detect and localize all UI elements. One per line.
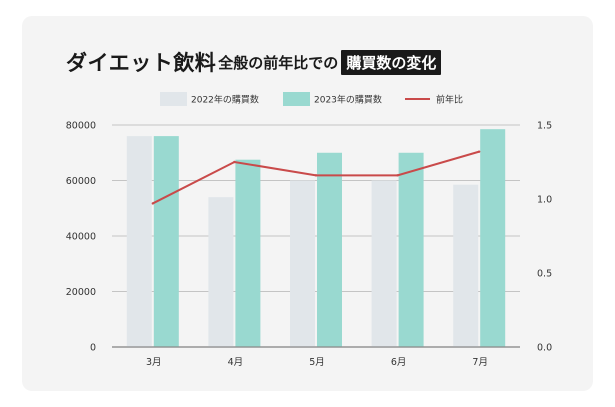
bar-2023 — [398, 152, 424, 347]
bar-2023 — [480, 129, 506, 347]
series-line-yoy — [152, 150, 480, 205]
line-point — [314, 174, 318, 177]
bar-2022 — [371, 180, 397, 347]
x-tick-label: 3月 — [146, 357, 162, 368]
x-tick-label: 5月 — [309, 357, 325, 368]
x-tick-label: 6月 — [391, 357, 407, 368]
y-left-tick-label: 40000 — [66, 232, 96, 243]
legend-2022-swatch — [160, 92, 187, 106]
y-right-tick-label: 1.0 — [537, 195, 552, 206]
y-left-tick-label: 0 — [90, 343, 96, 354]
legend-2023-swatch — [283, 92, 310, 106]
x-tick-label: 7月 — [472, 357, 488, 368]
legend-yoy-label: 前年比 — [436, 94, 463, 106]
line-point — [233, 160, 236, 164]
bar-2022 — [208, 197, 234, 347]
title-highlight: 購買数の変化 — [341, 49, 442, 75]
y-right-tick-label: 1.5 — [537, 121, 552, 132]
bar-2023 — [317, 152, 342, 347]
y-left-tick-label: 80000 — [66, 121, 96, 132]
line-point — [151, 202, 154, 205]
y-left-tick-label: 60000 — [66, 176, 96, 187]
line-point — [478, 150, 481, 153]
line-point — [396, 174, 399, 177]
y-left-tick-label: 20000 — [66, 287, 96, 298]
chart-title: ダイエット飲料 全般の前年比での 購買数の変化 — [66, 48, 442, 76]
legend-2022-label: 2022年の購買数 — [191, 94, 259, 106]
legend-2023-label: 2023年の購買数 — [314, 94, 382, 106]
title-sub: 全般の前年比での — [218, 53, 339, 72]
bar-2023 — [235, 159, 261, 347]
y-right-tick-label: 0.5 — [537, 269, 552, 280]
title-main: ダイエット飲料 — [66, 51, 217, 75]
bar-2022 — [453, 184, 479, 347]
y-right-tick-label: 0.0 — [537, 343, 552, 354]
bar-2022 — [290, 180, 315, 347]
bar-2022 — [126, 136, 152, 347]
x-tick-label: 4月 — [228, 357, 244, 368]
bar-2023 — [153, 136, 179, 347]
